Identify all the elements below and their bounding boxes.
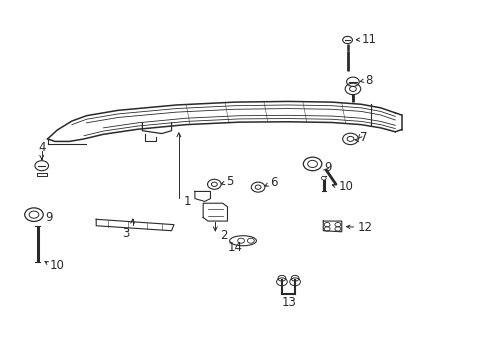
Text: 10: 10 — [338, 180, 352, 193]
Text: 9: 9 — [45, 211, 53, 224]
Text: 7: 7 — [360, 131, 367, 144]
Circle shape — [321, 176, 325, 180]
Text: 6: 6 — [269, 176, 277, 189]
Text: 11: 11 — [361, 33, 375, 46]
Text: 5: 5 — [225, 175, 233, 188]
Text: 2: 2 — [220, 229, 227, 242]
Text: 13: 13 — [281, 296, 296, 309]
Text: 8: 8 — [365, 74, 372, 87]
Text: 1: 1 — [183, 195, 191, 208]
Text: 12: 12 — [357, 221, 372, 234]
Text: 3: 3 — [122, 227, 129, 240]
Text: 14: 14 — [227, 240, 242, 254]
Text: 4: 4 — [38, 141, 45, 154]
Text: 10: 10 — [50, 259, 65, 272]
Text: 9: 9 — [323, 161, 330, 174]
